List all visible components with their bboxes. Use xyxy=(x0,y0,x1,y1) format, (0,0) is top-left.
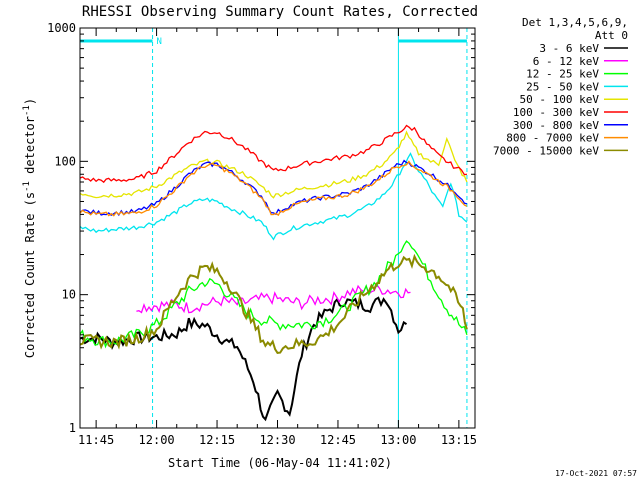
legend-label-4: 50 - 100 keV xyxy=(520,93,600,106)
y-label-suffix: ) xyxy=(23,98,37,105)
y-label-prefix: Corrected Count Rate (s xyxy=(23,192,37,358)
series-line-8 xyxy=(79,253,468,354)
y-tick-label-3: 1000 xyxy=(47,21,76,35)
y-axis-label: Corrected Count Rate (s-1 detector-1) xyxy=(22,98,37,358)
legend-label-5: 100 - 300 keV xyxy=(513,106,599,119)
y-tick-label-2: 100 xyxy=(54,154,76,168)
x-tick-label-0: 11:45 xyxy=(78,433,114,447)
y-label-sup-2: -1 xyxy=(22,105,32,116)
legend-label-8: 7000 - 15000 keV xyxy=(493,144,599,157)
x-tick-label-1: 12:00 xyxy=(139,433,175,447)
series-line-7 xyxy=(79,160,468,217)
x-tick-label-6: 13:15 xyxy=(441,433,477,447)
chart-title: RHESSI Observing Summary Count Rates, Co… xyxy=(82,4,478,20)
series-line-2 xyxy=(79,240,468,349)
legend-label-0: 3 - 6 keV xyxy=(539,42,599,55)
legend-label-6: 300 - 800 keV xyxy=(513,119,599,132)
legend-label-2: 12 - 25 keV xyxy=(526,68,599,81)
series-line-5 xyxy=(79,124,467,184)
series-line-4 xyxy=(79,130,468,199)
y-tick-label-1: 10 xyxy=(62,288,76,302)
series-line-6 xyxy=(79,159,468,217)
legend-label-7: 800 - 7000 keV xyxy=(506,132,599,145)
axes: 1 10 100 1000 11:45 12:00 12:15 12:30 12:45 13:00… xyxy=(47,21,477,447)
x-tick-label-5: 13:00 xyxy=(380,433,416,447)
x-tick-label-2: 12:15 xyxy=(199,433,235,447)
x-axis-label: Start Time (06-May-04 11:41:02) xyxy=(168,456,392,470)
legend-label-1: 6 - 12 keV xyxy=(533,55,600,68)
legend-label-3: 25 - 50 keV xyxy=(526,80,599,93)
y-tick-label-0: 1 xyxy=(69,421,76,435)
x-tick-label-3: 12:30 xyxy=(259,433,295,447)
legend-header-line-1: Det 1,3,4,5,6,9, xyxy=(522,16,628,29)
plot-area: N xyxy=(79,28,468,428)
footer-date: 17-Oct-2021 07:57 xyxy=(555,469,637,478)
annotation-bar-label: N xyxy=(157,37,162,47)
y-label-sup-1: -1 xyxy=(22,181,32,192)
y-label-mid: detector xyxy=(23,116,37,181)
legend-header-line-2: Att 0 xyxy=(595,29,628,42)
series-line-3 xyxy=(79,152,468,241)
x-tick-label-4: 12:45 xyxy=(320,433,356,447)
